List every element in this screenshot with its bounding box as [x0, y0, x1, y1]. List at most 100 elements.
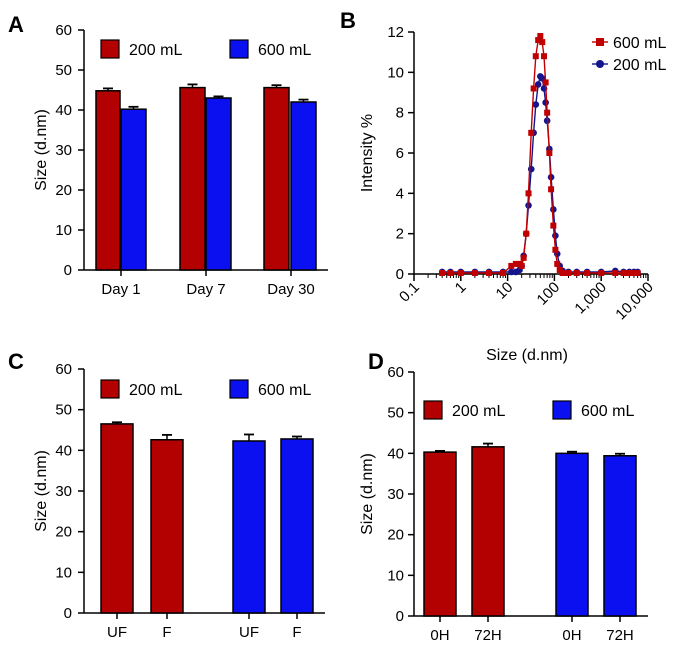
- legend-swatch: [100, 39, 120, 59]
- x-tick-label: 72H: [606, 627, 634, 644]
- y-tick-label: 2: [396, 226, 404, 243]
- y-tick-label: 4: [396, 185, 404, 202]
- x-tick-label: UF: [107, 624, 127, 641]
- y-tick-label: 60: [55, 361, 72, 378]
- y-tick-label: 40: [55, 442, 72, 459]
- data-point-600ml: [525, 190, 532, 197]
- data-point-600ml: [523, 230, 530, 237]
- legend-marker: [596, 60, 604, 68]
- legend-label: 200 mL: [613, 57, 666, 74]
- y-tick-label: 8: [396, 105, 404, 122]
- y-tick-label: 0: [396, 608, 404, 625]
- legend-label: 200 mL: [129, 382, 182, 399]
- bar-600-ml: [205, 97, 232, 271]
- data-point-600ml: [542, 79, 549, 86]
- y-tick-label: 10: [387, 567, 404, 584]
- series-line-600-ml: [442, 34, 638, 274]
- y-tick-label: 12: [387, 24, 404, 41]
- y-axis-title: Size (d.nm): [33, 450, 50, 532]
- bar-200-ml: [95, 90, 121, 271]
- data-point-600ml: [544, 109, 551, 116]
- legend-swatch: [100, 379, 120, 399]
- panel-letter-a: A: [8, 12, 24, 37]
- bar-200-ml: [471, 446, 505, 617]
- data-point-600ml: [620, 269, 627, 276]
- y-tick-label: 30: [55, 142, 72, 159]
- y-tick-label: 60: [387, 364, 404, 381]
- data-point-600ml: [508, 262, 515, 269]
- x-tick-label: 1,000: [571, 279, 610, 318]
- bar-600-ml: [290, 101, 317, 271]
- x-tick-label: 72H: [474, 627, 502, 644]
- legend-marker: [596, 38, 604, 46]
- legend-label: 600 mL: [613, 35, 666, 52]
- data-point-600ml: [565, 269, 572, 276]
- data-point-200ml: [552, 232, 559, 239]
- data-point-600ml: [554, 260, 561, 267]
- y-tick-label: 40: [387, 445, 404, 462]
- x-tick-label: 10: [493, 279, 517, 303]
- panel-letter-b: B: [340, 8, 356, 33]
- y-tick-label: 30: [55, 483, 72, 500]
- x-tick-label: 100: [534, 279, 564, 309]
- data-point-600ml: [500, 269, 507, 276]
- y-tick-label: 10: [55, 222, 72, 239]
- x-tick-label: 0H: [562, 627, 581, 644]
- y-tick-label: 40: [55, 102, 72, 119]
- data-point-600ml: [520, 254, 527, 261]
- data-point-600ml: [573, 269, 580, 276]
- data-point-600ml: [528, 129, 535, 136]
- y-tick-label: 60: [55, 22, 72, 39]
- data-point-600ml: [546, 150, 553, 156]
- y-tick-label: 50: [55, 402, 72, 419]
- data-point-600ml: [512, 260, 519, 267]
- bar-600-ml: [603, 455, 637, 617]
- y-tick-label: 20: [387, 527, 404, 544]
- bar-200-ml: [179, 86, 206, 271]
- x-tick-label: Day 1: [101, 281, 140, 298]
- data-point-600ml: [626, 269, 633, 276]
- data-point-600ml: [541, 53, 548, 60]
- legend-swatch: [229, 379, 249, 399]
- data-point-600ml: [598, 269, 605, 276]
- y-axis-title: Intensity %: [359, 114, 376, 192]
- x-tick-label: 0H: [430, 627, 449, 644]
- y-axis-title: Size (d.nm): [33, 109, 50, 191]
- data-point-600ml: [532, 53, 539, 60]
- data-point-600ml: [584, 269, 591, 276]
- data-point-200ml: [508, 268, 515, 276]
- data-point-600ml: [530, 85, 537, 92]
- bar-600-ml: [120, 108, 147, 271]
- data-point-600ml: [556, 266, 563, 273]
- bar-200-ml: [150, 439, 184, 614]
- data-point-600ml: [518, 262, 525, 269]
- legend-swatch: [423, 400, 443, 420]
- y-tick-label: 0: [64, 262, 72, 279]
- x-tick-label: F: [292, 624, 301, 641]
- data-point-600ml: [550, 222, 557, 229]
- x-tick-label: Day 30: [267, 281, 315, 298]
- data-point-200ml: [542, 99, 549, 106]
- x-tick-label: Day 7: [186, 281, 225, 298]
- x-axis-title: Size (d.nm): [486, 347, 568, 364]
- data-point-200ml: [532, 101, 540, 108]
- legend-swatch: [229, 39, 249, 59]
- bar-600-ml: [232, 440, 266, 614]
- data-point-600ml: [457, 269, 464, 276]
- data-point-600ml: [447, 269, 454, 276]
- bar-600-ml: [555, 452, 589, 617]
- y-tick-label: 30: [387, 486, 404, 503]
- y-tick-label: 10: [387, 64, 404, 81]
- data-point-600ml: [485, 269, 492, 276]
- data-point-600ml: [471, 269, 478, 276]
- legend-label: 600 mL: [258, 42, 311, 59]
- data-point-600ml: [535, 37, 542, 44]
- series-line-200-ml: [442, 75, 638, 273]
- panel-letter-d: D: [368, 349, 384, 374]
- y-tick-label: 10: [55, 564, 72, 581]
- legend-swatch: [552, 400, 572, 420]
- x-tick-label: UF: [239, 624, 259, 641]
- y-tick-label: 20: [55, 182, 72, 199]
- data-point-600ml: [548, 186, 555, 193]
